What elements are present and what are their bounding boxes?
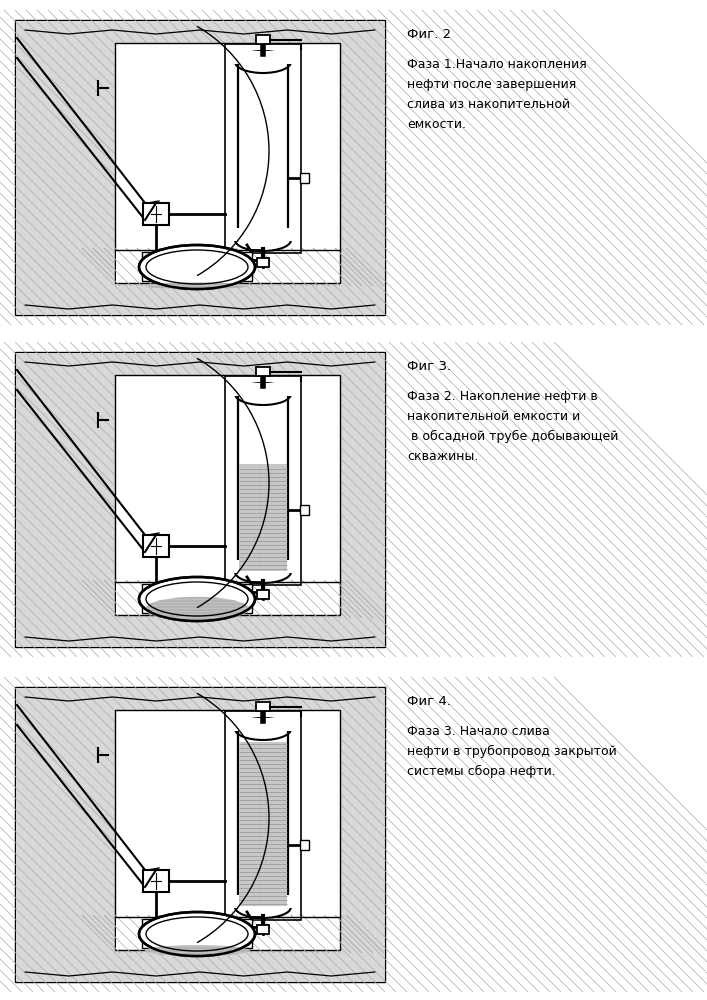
Text: емкости.: емкости. [407, 118, 466, 131]
Text: слива из накопительной: слива из накопительной [407, 98, 570, 111]
Ellipse shape [235, 229, 291, 251]
Bar [142, 919, 252, 948]
Text: Фаза 2. Накопление нефти в: Фаза 2. Накопление нефти в [407, 390, 597, 403]
Bar [225, 376, 301, 585]
Ellipse shape [145, 282, 249, 289]
Bar [116, 251, 339, 282]
Bar [300, 173, 309, 183]
Bar [142, 252, 252, 281]
Bar [116, 918, 339, 949]
Ellipse shape [235, 561, 291, 583]
Bar [239, 464, 287, 571]
Bar [234, 383, 292, 396]
Bar [115, 43, 340, 283]
Bar [143, 535, 169, 557]
Text: Фиг 3.: Фиг 3. [407, 360, 451, 373]
Bar [239, 742, 287, 906]
Bar [300, 840, 309, 850]
Text: нефти в трубопровод закрытой: нефти в трубопровод закрытой [407, 745, 617, 758]
Bar [115, 375, 340, 615]
Bar [16, 21, 384, 314]
Ellipse shape [145, 597, 249, 621]
Bar [225, 44, 301, 253]
Bar [225, 711, 301, 920]
Bar [116, 583, 339, 614]
Text: нефти после завершения: нефти после завершения [407, 78, 576, 91]
Bar [256, 367, 270, 376]
Text: скважины.: скважины. [407, 450, 479, 463]
Bar [257, 258, 269, 267]
Ellipse shape [235, 51, 291, 73]
Bar [143, 203, 169, 225]
Bar [234, 718, 292, 731]
Bar [257, 925, 269, 934]
Text: системы сбора нефти.: системы сбора нефти. [407, 765, 556, 778]
Bar [256, 35, 270, 44]
Bar [16, 688, 384, 981]
Ellipse shape [139, 577, 255, 621]
Ellipse shape [139, 912, 255, 956]
Text: Фиг 4.: Фиг 4. [407, 695, 451, 708]
Bar [143, 870, 169, 892]
Bar [234, 228, 292, 241]
Bar [238, 394, 288, 572]
Bar [234, 560, 292, 573]
Text: Фаза 1.Начало накопления: Фаза 1.Начало накопления [407, 58, 587, 71]
Ellipse shape [145, 945, 249, 956]
Bar [300, 505, 309, 515]
Bar [257, 590, 269, 599]
Text: Фаза 3. Начало слива: Фаза 3. Начало слива [407, 725, 550, 738]
Bar [238, 729, 288, 907]
Bar [116, 583, 339, 614]
Text: Фиг. 2: Фиг. 2 [407, 28, 451, 41]
Bar [234, 895, 292, 908]
Bar [142, 584, 252, 613]
Ellipse shape [139, 245, 255, 289]
Bar [238, 62, 288, 240]
Bar [116, 251, 339, 282]
Bar [15, 352, 385, 647]
Ellipse shape [235, 383, 291, 405]
Bar [15, 20, 385, 315]
Bar [16, 353, 384, 646]
Ellipse shape [235, 718, 291, 740]
Text: накопительной емкости и: накопительной емкости и [407, 410, 580, 423]
Bar [15, 687, 385, 982]
Bar [234, 51, 292, 64]
Ellipse shape [235, 896, 291, 918]
Text: в обсадной трубе добывающей: в обсадной трубе добывающей [407, 430, 619, 443]
Bar [116, 918, 339, 949]
Bar [115, 710, 340, 950]
Bar [256, 702, 270, 711]
